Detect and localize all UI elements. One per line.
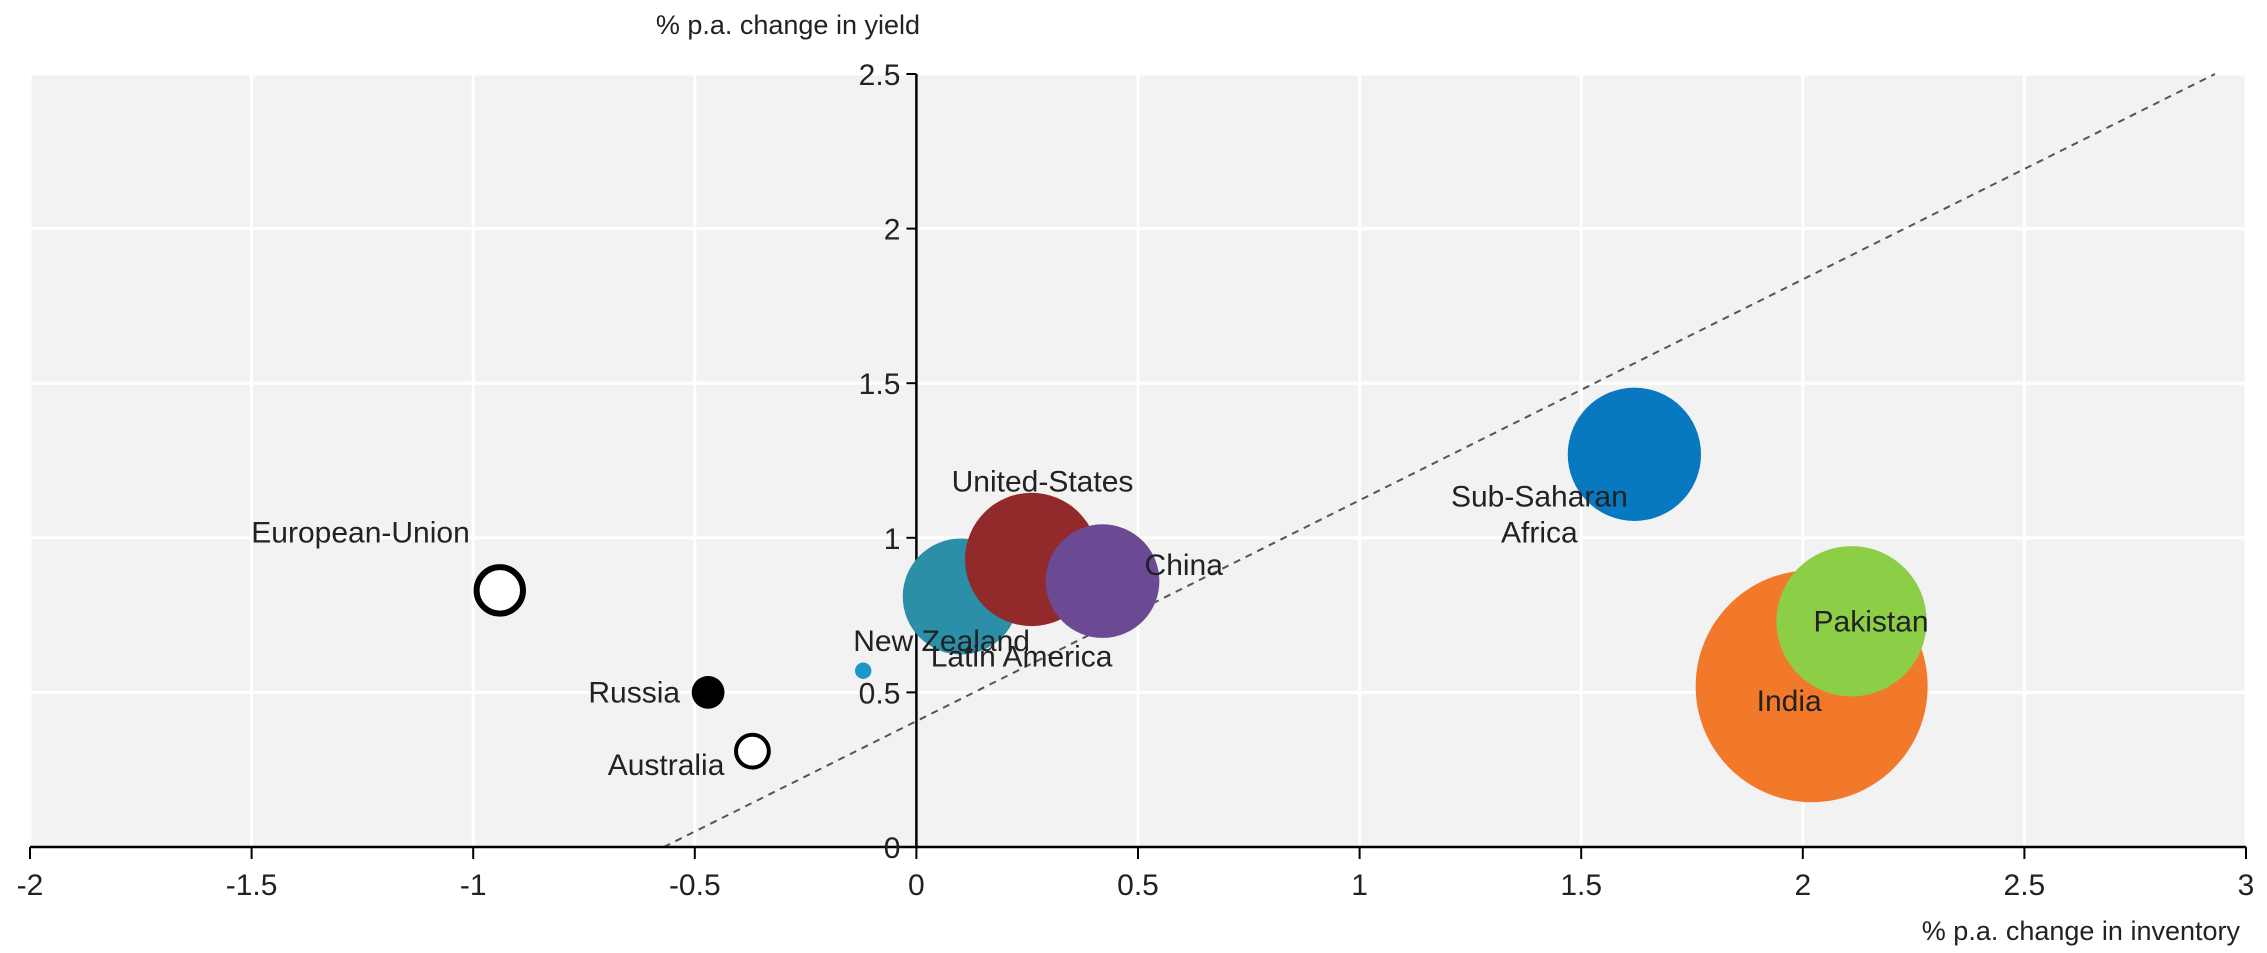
x-tick-label: 1.5 [1560,869,1602,902]
x-tick-label: 2 [1794,869,1811,902]
x-tick-label: 1 [1351,869,1368,902]
bubble-pakistan [1776,546,1927,697]
bubbles [473,387,1928,803]
x-tick-label: 0 [908,869,925,902]
y-tick-label: 2 [884,214,901,247]
data-label-india: India [1757,685,1822,718]
bubble-sub-saharan-africa [1567,387,1702,521]
bubble-russia [691,675,725,709]
data-label-russia: Russia [588,676,680,709]
bubble-new-zealand [855,662,872,679]
x-tick-label: -0.5 [669,869,721,902]
data-labels: European-Union Russia Australia New Zealand… [251,465,1928,782]
x-tick-label: -1.5 [226,869,278,902]
data-label-new-zealand: New Zealand [853,625,1030,658]
data-label-sub-saharan-africa: Africa [1501,516,1578,549]
x-tick-label: 3 [2238,869,2255,902]
y-tick-labels: 0 0.5 1 1.5 2 2.5 [859,59,901,865]
data-label-european-union: European-Union [251,516,469,549]
y-axis-title: % p.a. change in yield [656,10,920,40]
x-tick-label: 2.5 [2004,869,2046,902]
y-tick-label: 1 [884,523,901,556]
bubble-china [1045,524,1160,638]
data-label-china: China [1145,549,1224,582]
x-tick-label: -2 [17,869,44,902]
bubble-australia [734,732,771,770]
axes [29,73,2247,859]
data-label-pakistan: Pakistan [1814,605,1929,638]
data-label-united-states: United-States [952,465,1134,498]
y-tick-label: 0 [884,832,901,865]
x-tick-label: -1 [460,869,487,902]
data-label-latin-america: Latin America [931,641,1113,674]
y-tick-label: 1.5 [859,368,901,401]
y-tick-label: 2.5 [859,59,901,92]
x-tick-label: 0.5 [1117,869,1159,902]
data-label-australia: Australia [608,749,725,782]
data-label-sub-saharan-africa: Sub-Saharan [1451,480,1628,513]
x-axis-title: % p.a. change in inventory [1922,916,2241,946]
y-tick-label: 0.5 [859,677,901,710]
bubble-european-union [473,564,526,617]
dashed-reference-line [663,73,2216,848]
x-tick-labels: -2 -1.5 -1 -0.5 0 0.5 1 1.5 2 2.5 3 [17,869,2255,902]
